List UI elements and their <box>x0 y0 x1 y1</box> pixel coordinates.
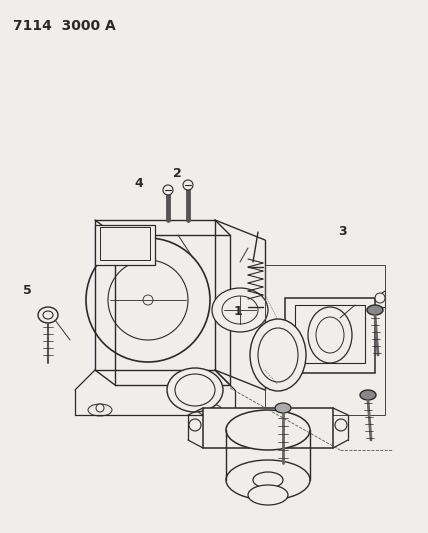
Text: 2: 2 <box>173 167 182 180</box>
Circle shape <box>206 404 214 412</box>
Ellipse shape <box>212 288 268 332</box>
Circle shape <box>96 404 104 412</box>
Ellipse shape <box>226 410 310 450</box>
Circle shape <box>189 419 201 431</box>
Text: 3: 3 <box>338 225 347 238</box>
Ellipse shape <box>248 485 288 505</box>
Bar <box>100 227 150 260</box>
Circle shape <box>375 293 385 303</box>
Text: 4: 4 <box>135 177 143 190</box>
Ellipse shape <box>167 368 223 412</box>
Bar <box>295 305 365 363</box>
Circle shape <box>335 419 347 431</box>
Ellipse shape <box>275 403 291 413</box>
Ellipse shape <box>253 472 283 488</box>
Bar <box>285 298 375 373</box>
Ellipse shape <box>367 305 383 315</box>
Bar <box>95 225 155 265</box>
Circle shape <box>183 180 193 190</box>
Text: 5: 5 <box>24 284 32 297</box>
Bar <box>203 408 333 448</box>
Circle shape <box>86 238 210 362</box>
Ellipse shape <box>360 390 376 400</box>
Text: 1: 1 <box>233 305 242 318</box>
Text: 7114  3000 A: 7114 3000 A <box>13 19 116 33</box>
Circle shape <box>275 368 285 378</box>
Ellipse shape <box>38 307 58 323</box>
Circle shape <box>163 185 173 195</box>
Ellipse shape <box>250 319 306 391</box>
